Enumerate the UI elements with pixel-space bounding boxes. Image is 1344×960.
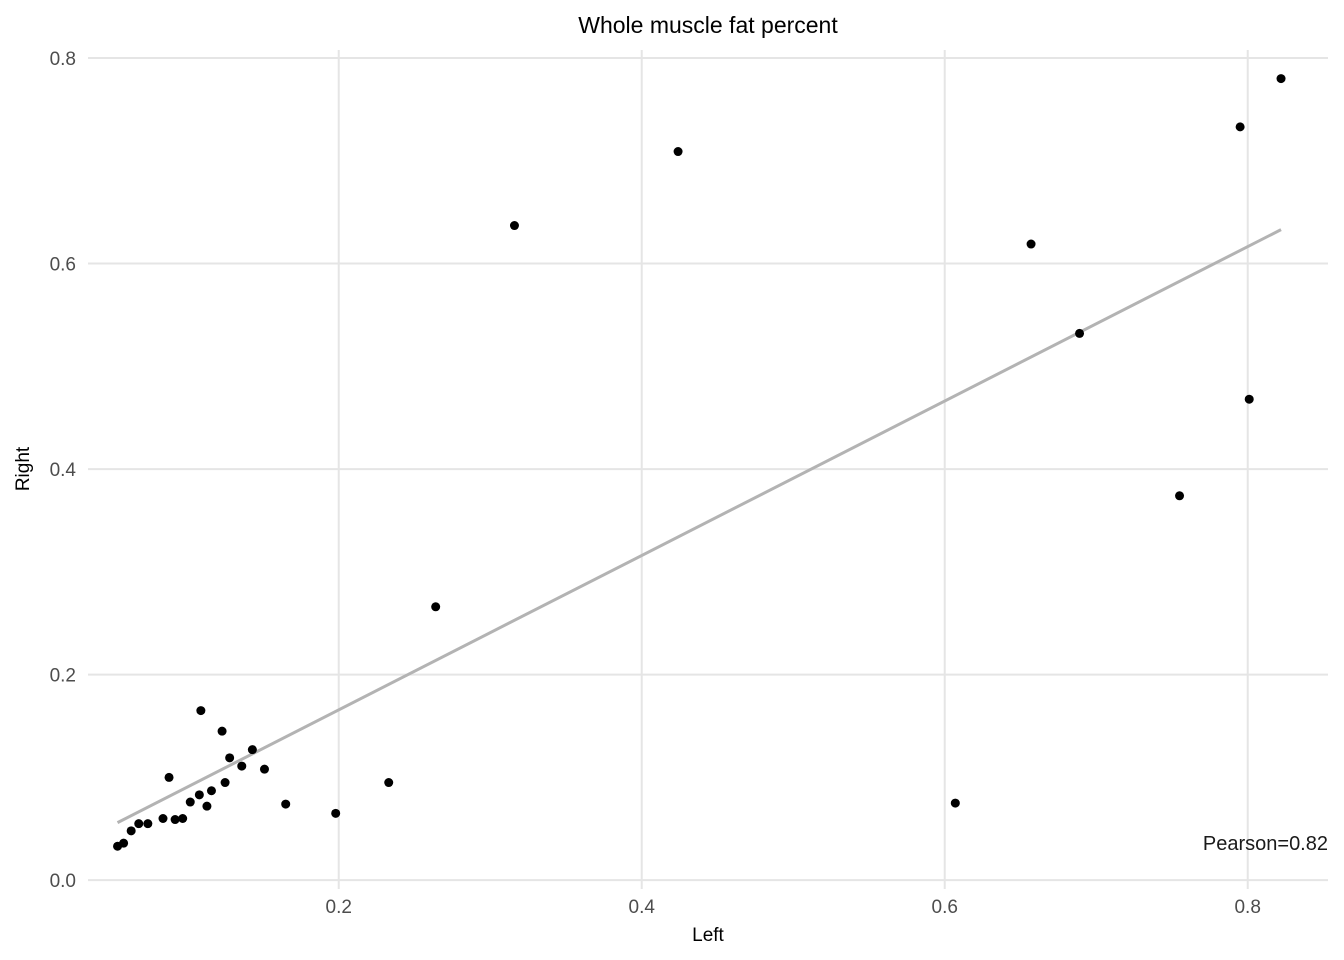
- data-point: [1175, 491, 1185, 501]
- data-point: [185, 797, 195, 807]
- grid-lines: [88, 50, 1328, 889]
- data-point: [194, 790, 204, 800]
- data-point: [217, 726, 227, 736]
- x-tick-label: 0.2: [326, 897, 352, 918]
- x-tick-label: 0.6: [932, 897, 958, 918]
- x-tick-label: 0.4: [629, 897, 656, 918]
- y-tick-label: 0.6: [50, 255, 76, 276]
- x-tick-label: 0.8: [1234, 897, 1260, 918]
- data-point: [202, 801, 212, 811]
- data-point: [431, 602, 441, 612]
- data-point: [247, 745, 257, 755]
- y-axis-ticks: 0.0 0.2 0.4 0.6 0.8: [50, 49, 77, 892]
- data-point: [134, 819, 144, 829]
- data-point: [673, 147, 683, 157]
- data-point: [178, 814, 188, 824]
- regression-line-group: [116, 228, 1282, 824]
- y-axis-title: Right: [13, 446, 34, 491]
- data-point: [220, 778, 230, 788]
- x-axis-ticks: 0.2 0.4 0.6 0.8: [326, 897, 1261, 918]
- data-point: [237, 761, 247, 771]
- data-point: [384, 778, 394, 788]
- data-points: [113, 74, 1286, 851]
- data-point: [1276, 74, 1286, 84]
- data-point: [143, 819, 153, 829]
- chart-title: Whole muscle fat percent: [578, 12, 838, 38]
- data-point: [1244, 394, 1254, 404]
- data-point: [331, 808, 341, 818]
- data-point: [164, 772, 174, 782]
- data-point: [158, 814, 168, 824]
- data-point: [281, 799, 291, 809]
- data-point: [950, 798, 960, 808]
- data-point: [259, 764, 269, 774]
- pearson-annotation: Pearson=0.82: [1203, 833, 1328, 855]
- y-tick-label: 0.0: [50, 871, 76, 892]
- data-point: [509, 221, 519, 231]
- data-point: [126, 826, 136, 836]
- y-tick-label: 0.8: [50, 49, 76, 70]
- data-point: [206, 786, 216, 796]
- x-axis-title: Left: [692, 925, 724, 946]
- data-point: [170, 815, 180, 825]
- y-tick-label: 0.2: [50, 666, 76, 687]
- regression-line: [116, 228, 1282, 824]
- data-point: [1075, 328, 1085, 338]
- data-point: [119, 838, 129, 848]
- data-point: [196, 706, 206, 716]
- data-point: [1026, 239, 1036, 249]
- data-point: [1235, 122, 1245, 132]
- data-point: [225, 753, 235, 763]
- y-tick-label: 0.4: [50, 460, 77, 481]
